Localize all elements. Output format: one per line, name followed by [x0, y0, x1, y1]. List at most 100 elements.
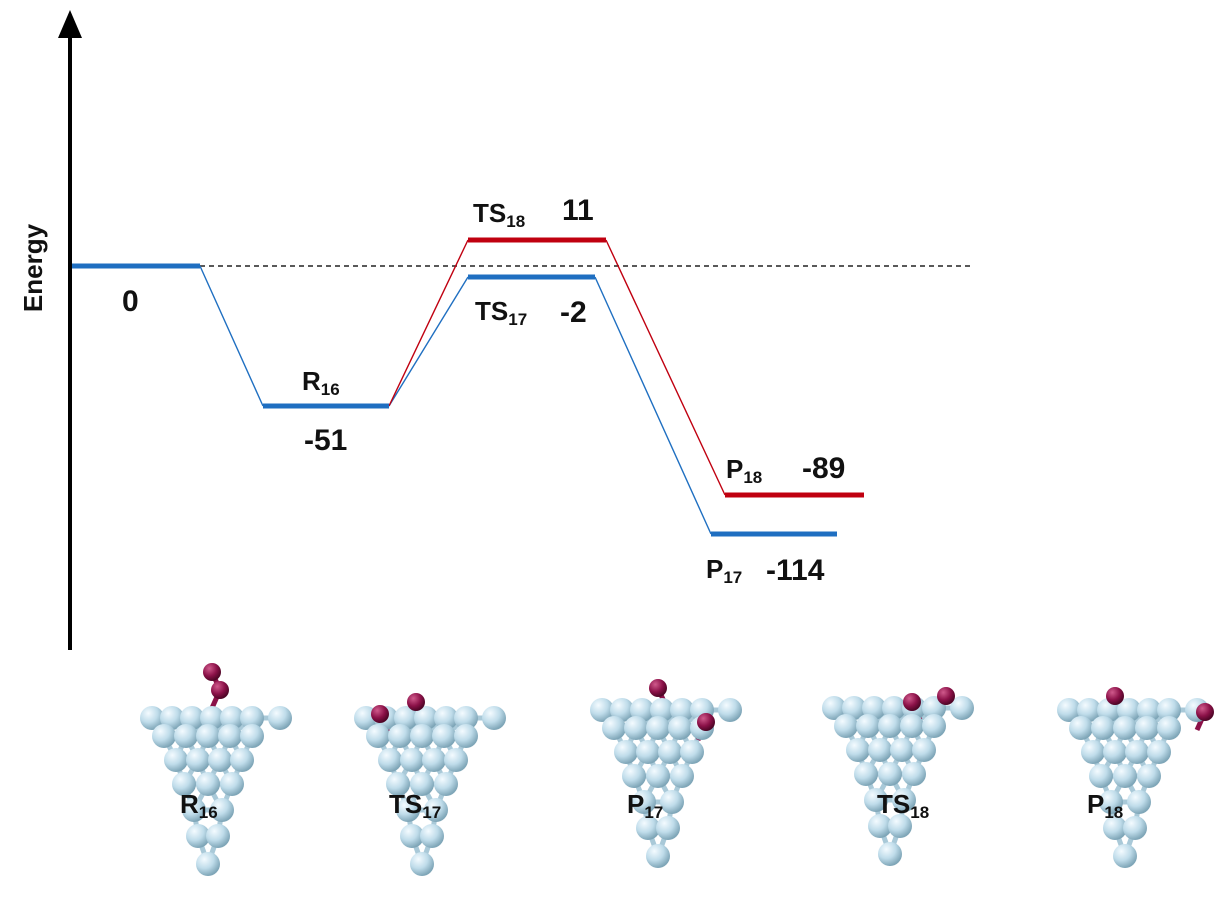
adsorbate-atom	[211, 681, 229, 699]
metal-atom	[444, 748, 468, 772]
metal-atom	[420, 824, 444, 848]
metal-atom	[950, 696, 974, 720]
metal-atom	[878, 714, 902, 738]
metal-atom	[868, 814, 892, 838]
metal-atom	[668, 716, 692, 740]
level-p18-name: P18	[726, 454, 762, 487]
metal-atom	[410, 772, 434, 796]
axis-arrowhead-icon	[58, 10, 82, 38]
red-pathway-connectors	[388, 239, 726, 496]
metal-atom	[200, 706, 224, 730]
metal-atom	[196, 852, 220, 876]
structure-p18	[1057, 687, 1214, 868]
metal-atom	[218, 724, 242, 748]
structure-caption-r16: R16	[180, 789, 218, 822]
metal-atom	[164, 748, 188, 772]
metal-atom	[636, 816, 660, 840]
metal-atom	[670, 764, 694, 788]
metal-atom	[822, 696, 846, 720]
metal-atom	[424, 798, 448, 822]
metal-atom	[186, 824, 210, 848]
metal-atom	[650, 698, 674, 722]
adsorbate-atom	[1196, 703, 1214, 721]
metal-atom	[1113, 716, 1137, 740]
metal-atom	[856, 714, 880, 738]
metal-atom	[1137, 764, 1161, 788]
structure-p17	[590, 679, 742, 868]
metal-atom	[434, 706, 458, 730]
level-p17-value: -114	[766, 554, 825, 587]
metal-atom	[1113, 844, 1137, 868]
adsorbate-atom	[407, 693, 425, 711]
metal-atom	[400, 824, 424, 848]
metal-atom	[1147, 740, 1171, 764]
metal-atom	[140, 706, 164, 730]
structure-caption-ts17: TS17	[389, 789, 441, 822]
level-r16-name: R16	[302, 366, 340, 399]
metal-atom	[1057, 698, 1081, 722]
adsorbate-atom	[203, 663, 221, 681]
structure-caption-ts18: TS18	[877, 789, 929, 822]
metal-atom	[388, 724, 412, 748]
metal-atom	[206, 824, 230, 848]
metal-atom	[240, 724, 264, 748]
metal-atom	[646, 716, 670, 740]
metal-atom	[1127, 790, 1151, 814]
metal-atom	[422, 748, 446, 772]
metal-atom	[890, 738, 914, 762]
metal-atom	[1157, 716, 1181, 740]
level-ts18-value: 11	[562, 194, 594, 227]
metal-atom	[622, 764, 646, 788]
metal-atom	[174, 724, 198, 748]
structure-caption-p17: P17	[627, 789, 663, 822]
metal-atom	[632, 790, 656, 814]
metal-atom	[1157, 698, 1181, 722]
connector-ts17-p17	[594, 276, 712, 535]
metal-atom	[1081, 740, 1105, 764]
level-r16-value: -51	[304, 424, 347, 457]
metal-atom	[240, 706, 264, 730]
metal-atom	[614, 740, 638, 764]
metal-atom	[646, 764, 670, 788]
metal-atom	[902, 762, 926, 786]
connector-r16-ts17	[388, 276, 469, 407]
metal-atom	[888, 814, 912, 838]
metal-atom	[454, 706, 478, 730]
metal-atom	[1103, 816, 1127, 840]
metal-atom	[658, 740, 682, 764]
blue-pathway-connectors	[199, 265, 712, 535]
metal-atom	[1069, 716, 1093, 740]
adsorbate-atom	[649, 679, 667, 697]
adsorbate-atom	[937, 687, 955, 705]
structure-r16	[140, 663, 292, 876]
metal-atom	[900, 714, 924, 738]
metal-atom	[210, 798, 234, 822]
metal-atom	[186, 748, 210, 772]
level-ts18-name: TS18	[473, 198, 525, 231]
metal-atom	[1099, 790, 1123, 814]
metal-atom	[646, 844, 670, 868]
metal-atom	[1123, 816, 1147, 840]
metal-atom	[718, 698, 742, 722]
metal-atom	[670, 698, 694, 722]
metal-atom	[152, 724, 176, 748]
metal-atom	[410, 724, 434, 748]
metal-atom	[196, 724, 220, 748]
metal-atom	[868, 738, 892, 762]
metal-atom	[454, 724, 478, 748]
metal-atom	[378, 748, 402, 772]
metal-atom	[882, 696, 906, 720]
metal-atom	[834, 714, 858, 738]
adsorbate-atom	[903, 693, 921, 711]
metal-atom	[1091, 716, 1115, 740]
metal-atom	[680, 740, 704, 764]
metal-atom	[160, 706, 184, 730]
metal-atom	[482, 706, 506, 730]
metal-atom	[656, 816, 680, 840]
metal-atom	[434, 772, 458, 796]
adsorbate-atom	[1106, 687, 1124, 705]
y-axis-label: Energy	[18, 223, 48, 312]
level-start-value: 0	[122, 285, 139, 318]
metal-atom	[854, 762, 878, 786]
